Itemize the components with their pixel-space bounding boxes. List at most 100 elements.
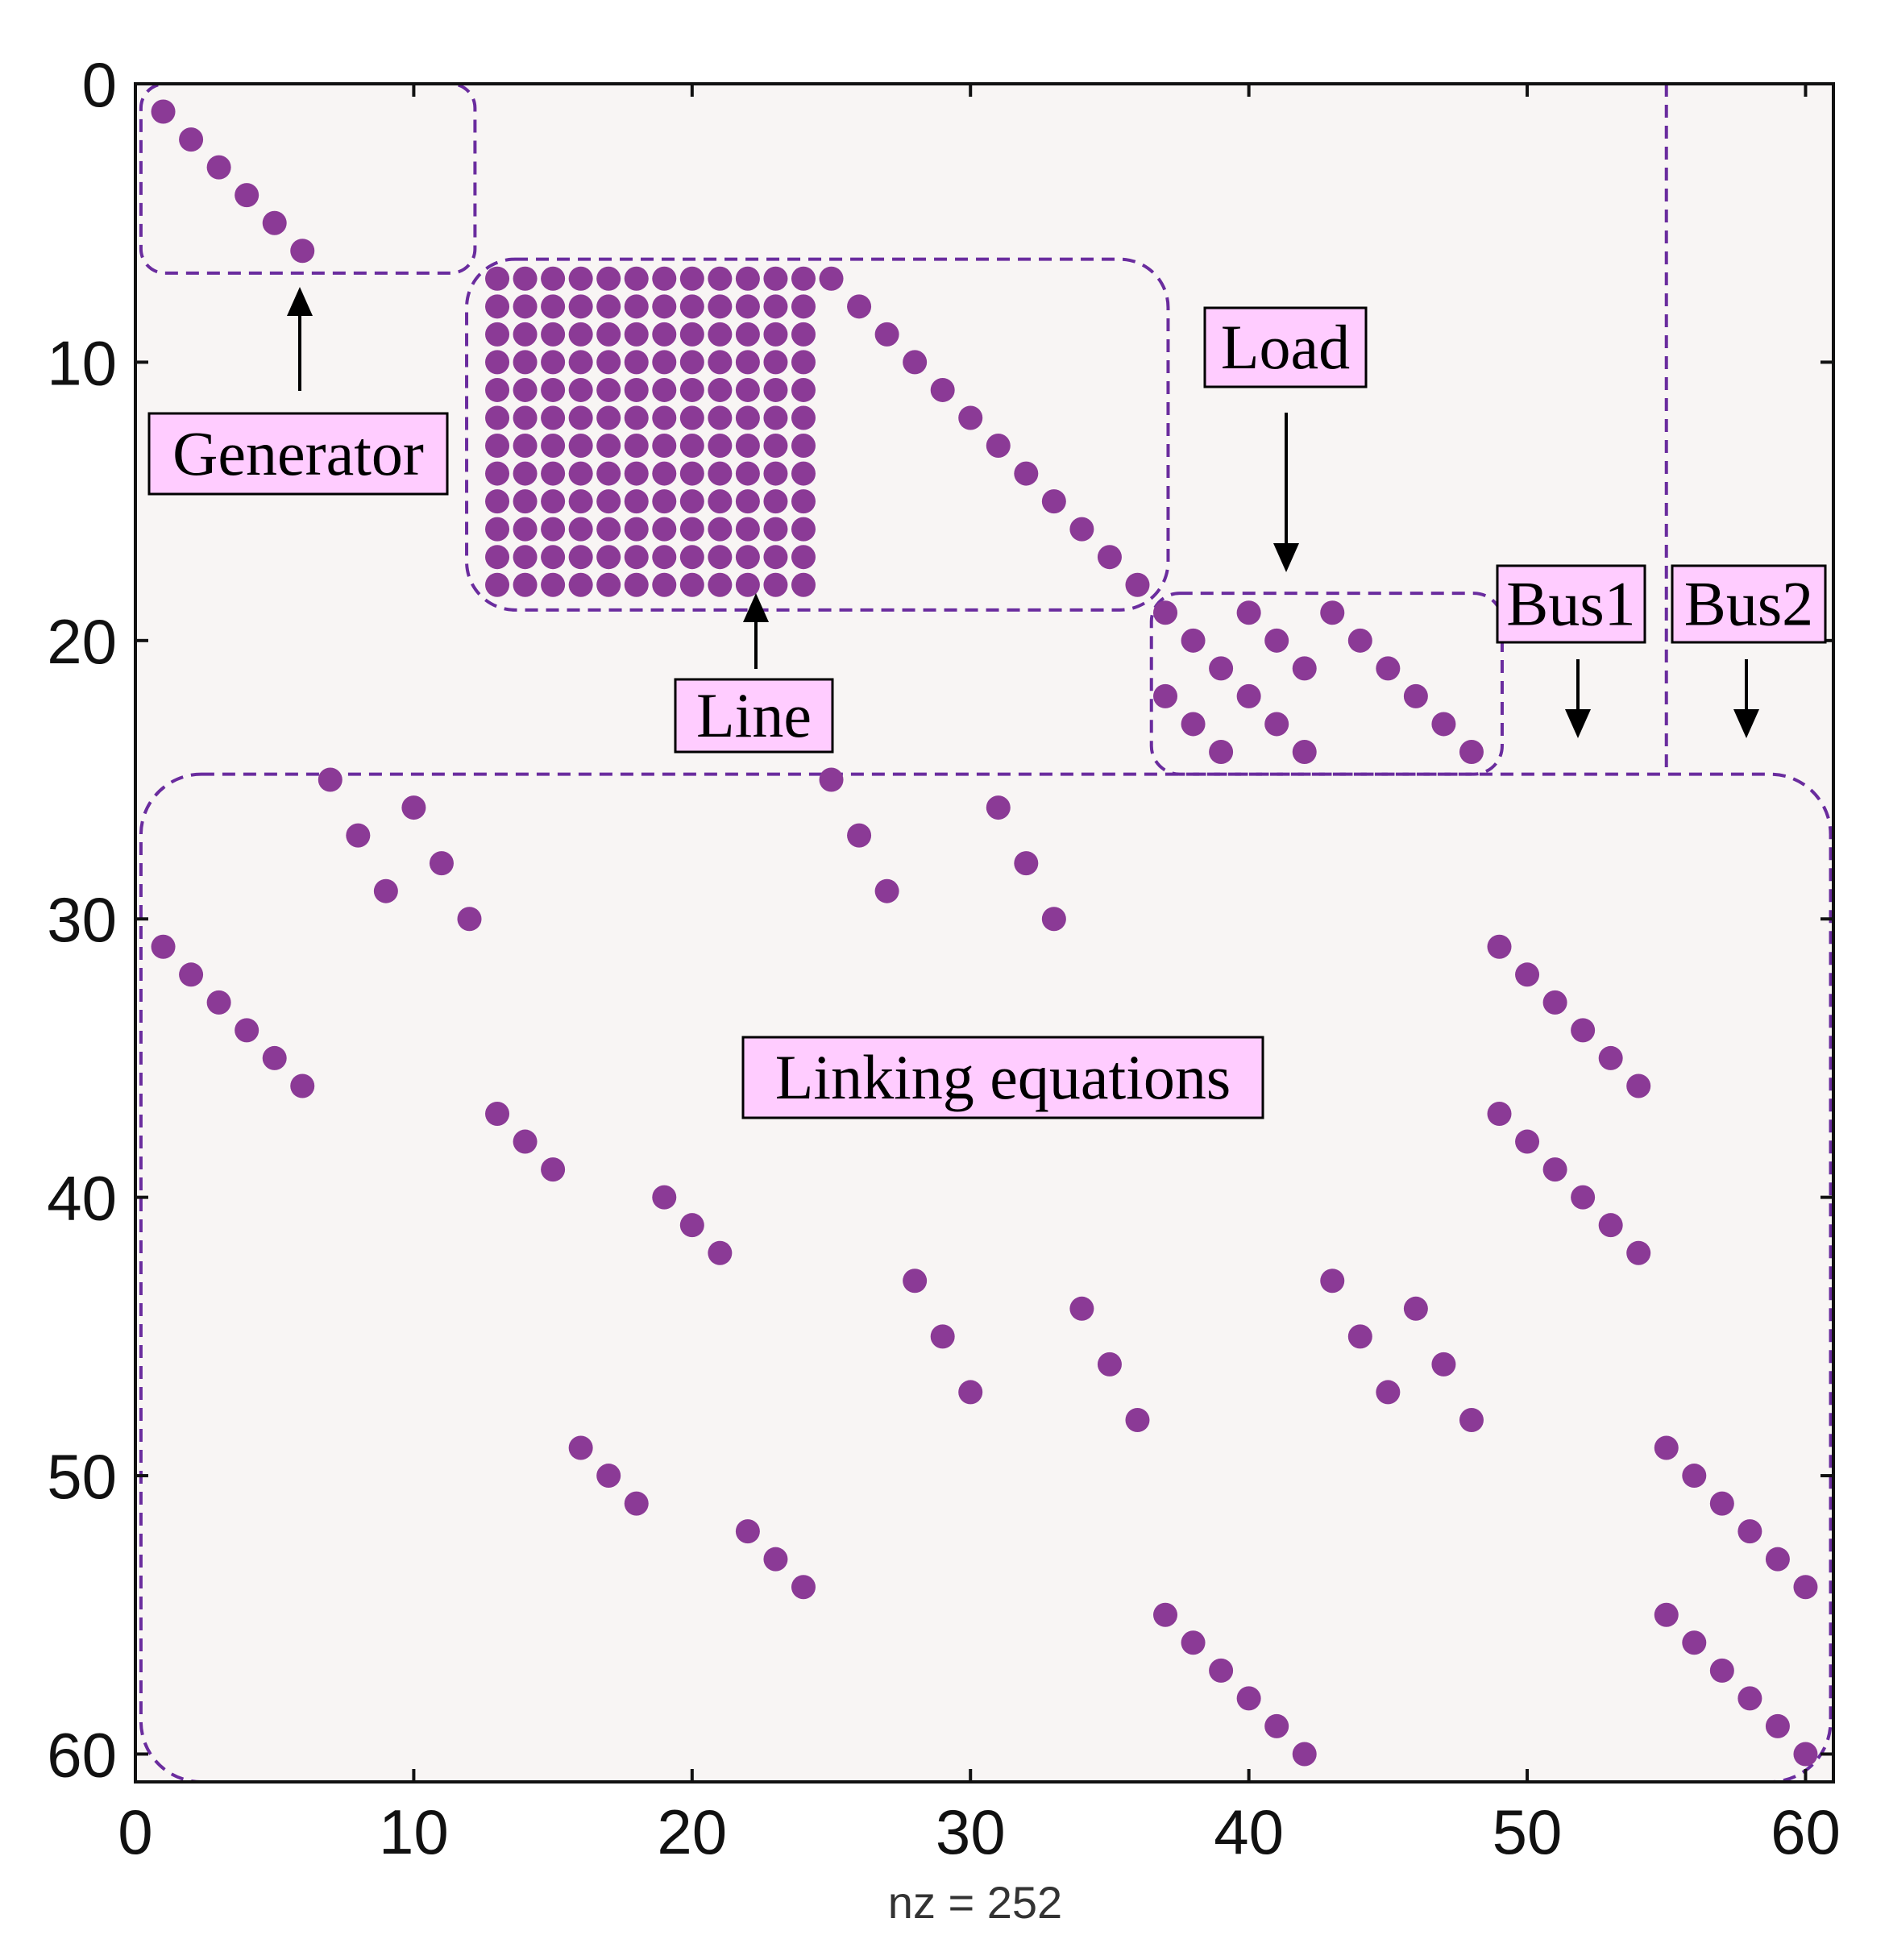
- data-point: [903, 1269, 928, 1294]
- data-point: [763, 1547, 788, 1572]
- data-point: [847, 294, 872, 319]
- data-point: [652, 489, 677, 514]
- data-point: [708, 266, 733, 291]
- data-point: [541, 461, 566, 486]
- data-point: [485, 489, 510, 514]
- y-tick-label: 30: [47, 884, 117, 955]
- x-tick-label: 50: [1493, 1796, 1563, 1867]
- data-point: [624, 322, 649, 347]
- data-point: [652, 1185, 677, 1210]
- data-point: [151, 934, 176, 959]
- data-point: [485, 322, 510, 347]
- data-point: [513, 489, 538, 514]
- data-point: [903, 350, 928, 375]
- data-point: [1347, 1324, 1372, 1349]
- data-point: [791, 489, 816, 514]
- data-point: [708, 434, 733, 459]
- data-point: [735, 1519, 760, 1544]
- data-point: [679, 572, 704, 597]
- data-point: [1737, 1686, 1762, 1711]
- data-point: [1542, 990, 1567, 1015]
- data-point: [541, 434, 566, 459]
- data-point: [596, 322, 621, 347]
- data-point: [652, 405, 677, 430]
- data-point: [513, 266, 538, 291]
- data-point: [679, 266, 704, 291]
- data-point: [568, 489, 593, 514]
- x-tick-label: 0: [118, 1796, 152, 1867]
- data-point: [568, 266, 593, 291]
- data-point: [1292, 1742, 1317, 1767]
- bus2-label-box: [1671, 564, 1827, 644]
- data-point: [457, 907, 482, 932]
- data-point: [652, 461, 677, 486]
- data-point: [679, 294, 704, 319]
- data-point: [763, 489, 788, 514]
- data-point: [485, 266, 510, 291]
- generator-label: Generator: [172, 418, 424, 488]
- data-point: [679, 322, 704, 347]
- data-point: [624, 461, 649, 486]
- data-point: [708, 350, 733, 375]
- data-point: [1264, 712, 1289, 737]
- data-point: [735, 350, 760, 375]
- data-point: [262, 1045, 287, 1070]
- data-point: [1403, 683, 1428, 708]
- data-point: [1709, 1658, 1734, 1683]
- data-point: [1571, 1018, 1596, 1043]
- load-label-box: [1203, 306, 1368, 388]
- data-point: [791, 517, 816, 542]
- data-point: [568, 294, 593, 319]
- data-point: [346, 823, 371, 848]
- x-tick-label: 30: [936, 1796, 1006, 1867]
- data-point: [930, 1324, 955, 1349]
- data-point: [290, 239, 315, 264]
- data-point: [1793, 1742, 1818, 1767]
- data-point: [652, 294, 677, 319]
- data-point: [652, 266, 677, 291]
- data-point: [568, 405, 593, 430]
- data-point: [1682, 1630, 1707, 1655]
- data-point: [485, 1102, 510, 1127]
- data-point: [708, 572, 733, 597]
- data-point: [624, 377, 649, 402]
- data-point: [763, 461, 788, 486]
- data-point: [874, 322, 899, 347]
- data-point: [541, 517, 566, 542]
- data-point: [1709, 1491, 1734, 1516]
- data-point: [735, 489, 760, 514]
- data-point: [763, 322, 788, 347]
- data-point: [1236, 600, 1261, 625]
- linking-equations-label: Linking equations: [775, 1042, 1231, 1112]
- data-point: [541, 266, 566, 291]
- data-point: [513, 545, 538, 570]
- plot-area: [135, 84, 1833, 1782]
- data-point: [596, 1464, 621, 1489]
- data-point: [763, 377, 788, 402]
- y-tick-label: 40: [47, 1163, 117, 1234]
- data-point: [624, 434, 649, 459]
- data-point: [930, 377, 955, 402]
- data-point: [624, 350, 649, 375]
- data-point: [735, 517, 760, 542]
- region-boxes: [139, 82, 1833, 1784]
- data-point: [290, 1073, 315, 1098]
- data-point: [652, 377, 677, 402]
- line-region: [465, 257, 1170, 612]
- data-point: [596, 489, 621, 514]
- data-point: [596, 572, 621, 597]
- bus1-label: Bus1: [1506, 569, 1635, 639]
- data-point: [819, 767, 844, 792]
- data-point: [708, 405, 733, 430]
- data-point: [1153, 600, 1178, 625]
- data-point: [1515, 1129, 1540, 1154]
- annotations: Generator Line Load Bus1 Bus2 Linking equatio…: [147, 287, 1827, 1119]
- data-point: [541, 1157, 566, 1182]
- data-point: [679, 545, 704, 570]
- data-point: [401, 795, 426, 820]
- data-point: [513, 377, 538, 402]
- data-point: [763, 405, 788, 430]
- data-point: [708, 545, 733, 570]
- data-point: [262, 210, 287, 235]
